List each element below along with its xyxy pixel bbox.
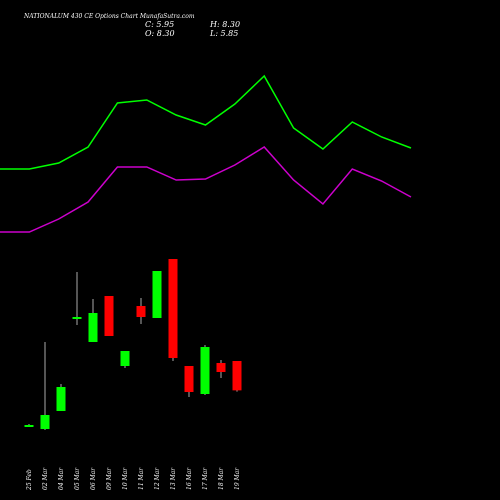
x-tick-label: 02 Mar	[42, 467, 49, 490]
x-tick-label: 11 Mar	[138, 467, 145, 490]
x-tick-label: 04 Mar	[58, 467, 65, 490]
candle-body	[56, 387, 66, 411]
candle-body	[200, 347, 210, 394]
info-label: C: 5.95	[145, 20, 174, 29]
info-label: H: 8.30	[209, 20, 240, 29]
x-tick-label: 17 Mar	[202, 467, 209, 490]
x-tick-label: 25 Feb	[26, 469, 33, 491]
candle-body	[216, 363, 226, 372]
x-tick-label: 06 Mar	[90, 467, 97, 490]
candle-body	[104, 296, 114, 336]
indicator-line	[0, 74, 412, 170]
x-tick-label: 16 Mar	[186, 467, 193, 490]
candle-body	[184, 366, 194, 392]
x-tick-label: 19 Mar	[234, 467, 241, 490]
candle-body	[72, 317, 82, 319]
x-tick-label: 12 Mar	[154, 467, 161, 490]
candle-body	[232, 361, 242, 391]
candle-body	[168, 259, 178, 358]
candle-body	[40, 415, 50, 429]
chart-title: NATIONALUM 430 CE Options Chart MunafaSu…	[23, 13, 195, 20]
candle-body	[24, 425, 34, 427]
x-tick-label: 05 Mar	[74, 467, 81, 490]
info-label: O: 8.30	[145, 29, 175, 38]
candle-body	[88, 313, 98, 342]
indicator-line	[0, 146, 412, 233]
x-tick-label: 13 Mar	[170, 467, 177, 490]
candle-body	[120, 351, 130, 366]
x-tick-label: 18 Mar	[218, 467, 225, 490]
x-tick-label: 10 Mar	[122, 467, 129, 490]
candle-body	[152, 271, 162, 318]
x-tick-label: 09 Mar	[106, 467, 113, 490]
candle-body	[136, 306, 146, 317]
info-label: L: 5.85	[209, 29, 238, 38]
